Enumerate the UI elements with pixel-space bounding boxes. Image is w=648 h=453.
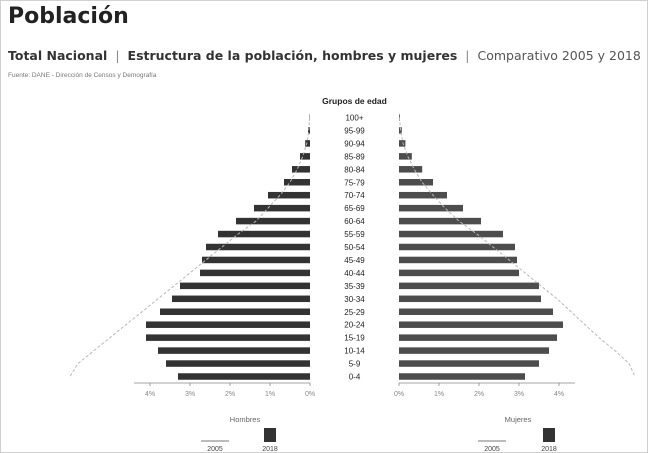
bar-hombres-2018	[305, 140, 310, 147]
bar-hombres-2018	[166, 360, 310, 367]
age-label: 95-99	[344, 126, 365, 135]
bar-mujeres-2018	[399, 308, 553, 315]
bar-hombres-2018	[284, 179, 310, 186]
age-label: 90-94	[344, 139, 365, 148]
x-tick-label-left: 2%	[225, 391, 235, 398]
bar-mujeres-2018	[399, 179, 433, 186]
bar-mujeres-2018	[399, 282, 539, 290]
subtitle-separator-1: |	[115, 48, 120, 63]
legend-hombres-bar-label: 2018	[262, 446, 278, 453]
legend-mujeres-bar-label: 2018	[541, 446, 557, 453]
bar-mujeres-2018	[399, 230, 503, 238]
x-tick-label-right: 4%	[554, 391, 564, 398]
age-label: 80-84	[344, 165, 365, 174]
bar-hombres-2018	[202, 256, 310, 264]
age-label: 70-74	[344, 191, 365, 200]
age-label: 10-14	[344, 347, 365, 356]
x-tick-label-left: 3%	[185, 391, 195, 398]
bar-hombres-2018	[300, 153, 310, 160]
bar-hombres-2018	[268, 191, 310, 199]
subtitle-topic: Estructura de la población, hombres y mu…	[127, 48, 458, 63]
age-label: 0-4	[349, 373, 361, 382]
age-label: 40-44	[344, 269, 365, 278]
age-label: 35-39	[344, 282, 365, 291]
x-tick-label-right: 0%	[394, 391, 404, 398]
line-mujeres-2005	[398, 117, 636, 377]
bar-mujeres-2018	[399, 334, 557, 341]
x-tick-label-right: 1%	[434, 391, 444, 398]
bar-mujeres-2018	[399, 321, 563, 328]
subtitle-comparison: Comparativo 2005 y 2018	[477, 48, 641, 63]
bar-hombres-2018	[160, 308, 310, 315]
subtitle-scope: Total Nacional	[8, 48, 108, 63]
x-tick-label-right: 2%	[474, 391, 484, 398]
x-tick-label-left: 0%	[305, 391, 315, 398]
bar-mujeres-2018	[399, 269, 519, 277]
bar-mujeres-2018	[399, 140, 406, 147]
bar-mujeres-2018	[399, 191, 447, 199]
age-label: 60-64	[344, 217, 365, 226]
bar-mujeres-2018	[399, 166, 423, 173]
age-label: 15-19	[344, 334, 365, 343]
bar-mujeres-2018	[399, 204, 463, 212]
age-groups-title: Grupos de edad	[322, 96, 387, 106]
age-label: 50-54	[344, 243, 365, 252]
age-label: 75-79	[344, 178, 365, 187]
age-label: 85-89	[344, 152, 365, 161]
bar-hombres-2018	[146, 334, 310, 341]
page-title: Población	[8, 4, 129, 29]
legend-mujeres-bar-swatch	[543, 428, 555, 442]
legend-hombres-line-label: 2005	[207, 446, 223, 453]
legend-hombres-title: Hombres	[230, 415, 261, 424]
x-tick-label-left: 4%	[145, 391, 155, 398]
bar-mujeres-2018	[399, 153, 412, 160]
line-hombres-2005	[69, 117, 311, 377]
bar-mujeres-2018	[399, 347, 549, 354]
x-tick-label-right: 3%	[514, 391, 524, 398]
bar-mujeres-2018	[399, 256, 517, 264]
bar-mujeres-2018	[399, 217, 481, 225]
age-label: 5-9	[349, 360, 361, 369]
legend-mujeres-title: Mujeres	[505, 415, 532, 424]
bar-hombres-2018	[236, 217, 310, 225]
bar-hombres-2018	[218, 230, 310, 238]
bar-hombres-2018	[200, 269, 310, 277]
age-label: 100+	[345, 114, 363, 123]
bar-hombres-2018	[178, 373, 310, 380]
x-tick-label-left: 1%	[265, 391, 275, 398]
bar-hombres-2018	[172, 295, 310, 303]
bar-hombres-2018	[158, 347, 310, 354]
bar-hombres-2018	[292, 166, 310, 173]
bar-hombres-2018	[206, 243, 310, 251]
age-label: 45-49	[344, 256, 365, 265]
bar-mujeres-2018	[399, 243, 515, 251]
subtitle-separator-2: |	[465, 48, 470, 63]
bar-mujeres-2018	[399, 295, 541, 303]
page-subtitle: Total Nacional | Estructura de la població…	[8, 48, 641, 63]
bar-hombres-2018	[180, 282, 310, 290]
legend-hombres-bar-swatch	[264, 428, 276, 442]
bar-hombres-2018	[254, 204, 310, 212]
age-label: 20-24	[344, 321, 365, 330]
age-label: 25-29	[344, 308, 365, 317]
bar-hombres-2018	[146, 321, 310, 328]
age-label: 30-34	[344, 295, 365, 304]
age-label: 55-59	[344, 230, 365, 239]
source-note: Fuente: DANE - Dirección de Censos y Dem…	[8, 72, 157, 79]
bar-mujeres-2018	[399, 373, 525, 380]
age-label: 65-69	[344, 204, 365, 213]
bar-mujeres-2018	[399, 360, 539, 367]
legend-mujeres-line-label: 2005	[484, 446, 500, 453]
